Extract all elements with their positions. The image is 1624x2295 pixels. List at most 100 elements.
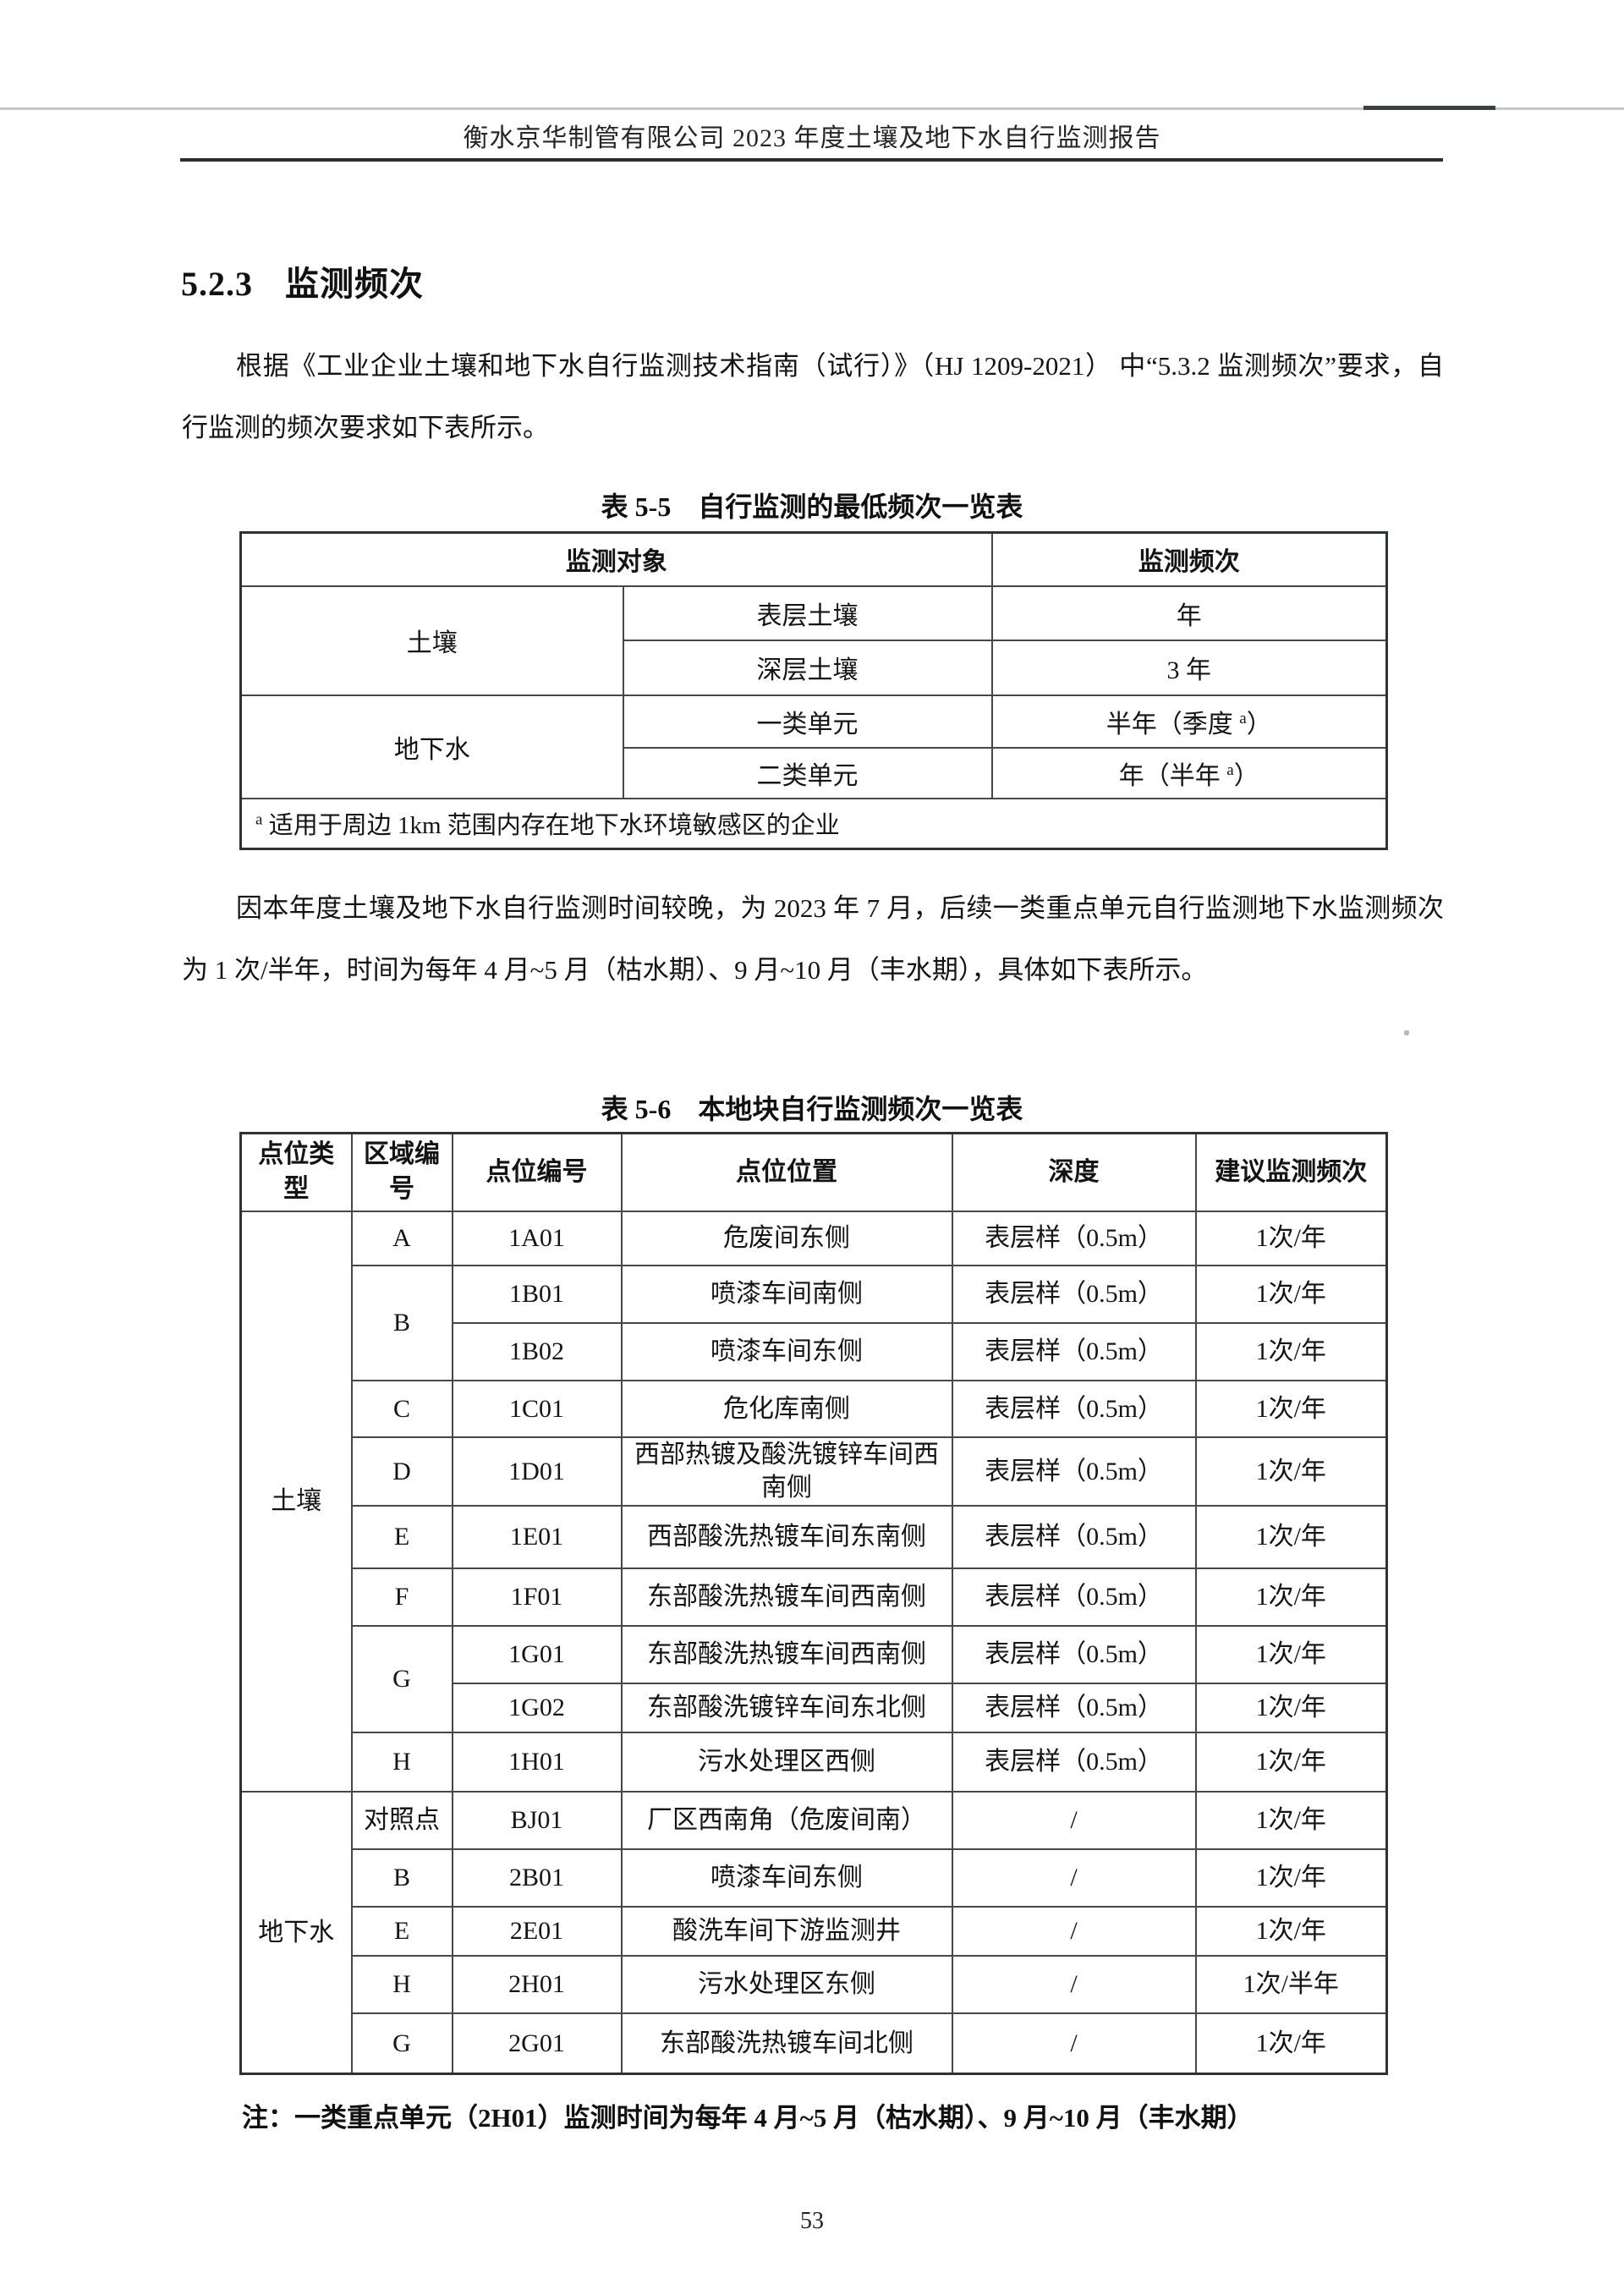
header-divider-right-segment <box>1363 106 1495 110</box>
cell-frequency: 1次/年 <box>1194 1731 1388 1793</box>
cell-zone: A <box>350 1210 453 1266</box>
section-heading: 5.2.3 监测频次 <box>181 256 424 305</box>
cell-zone: E <box>350 1504 453 1569</box>
cell-depth: / <box>951 2012 1197 2075</box>
cell-depth: 表层样（0.5m） <box>951 1379 1197 1438</box>
cell-depth: 表层样（0.5m） <box>951 1682 1197 1733</box>
table-row: B 2B01 喷漆车间东侧 / 1次/年 <box>241 1848 1388 1908</box>
cell-frequency: 1次/年 <box>1194 1321 1388 1381</box>
cell-frequency: 1次/年 <box>1194 1264 1388 1324</box>
cell-location: 东部酸洗镀锌车间东北侧 <box>620 1682 953 1733</box>
cell-zone: E <box>350 1905 453 1957</box>
col-header-depth: 深度 <box>951 1132 1197 1212</box>
page-number: 53 <box>800 2208 824 2234</box>
cell-zone: C <box>350 1379 453 1438</box>
cell-depth: / <box>951 1954 1197 2014</box>
cell-point-id: 1D01 <box>451 1436 623 1507</box>
table-row: H 2H01 污水处理区东侧 / 1次/半年 <box>241 1954 1388 2014</box>
cell-point-id: 2G01 <box>451 2012 623 2075</box>
scan-artifact <box>1404 1030 1409 1035</box>
table-row: C 1C01 危化库南侧 表层样（0.5m） 1次/年 <box>241 1379 1388 1438</box>
cell-frequency: 1次/年 <box>1194 1379 1388 1438</box>
footnote-marker: a <box>255 810 263 829</box>
cell-frequency: 1次/年 <box>1194 1905 1388 1957</box>
cell-unit: 一类单元 <box>622 694 993 749</box>
cell-location: 污水处理区东侧 <box>620 1954 953 2014</box>
cell-location: 危废间东侧 <box>620 1210 953 1266</box>
table-row: 二类单元 年（半年 a） <box>241 746 1388 799</box>
table-row: F 1F01 东部酸洗热镀车间西南侧 表层样（0.5m） 1次/年 <box>241 1567 1388 1627</box>
cell-point-id: 1G01 <box>451 1624 623 1684</box>
cell-frequency: 半年（季度 a） <box>990 694 1388 749</box>
table-row: 1B02 喷漆车间东侧 表层样（0.5m） 1次/年 <box>241 1321 1388 1381</box>
cell-location: 厂区西南角（危废间南） <box>620 1790 953 1850</box>
cell-frequency: 年 <box>990 585 1388 641</box>
cell-point-id: 1A01 <box>451 1210 623 1266</box>
table-header-row: 点位类型 区域编号 点位编号 点位位置 深度 建议监测频次 <box>239 1132 1388 1212</box>
cell-location: 危化库南侧 <box>620 1379 953 1438</box>
cell-frequency: 1次/年 <box>1194 1624 1388 1684</box>
col-header-monitor-frequency: 监测频次 <box>990 531 1388 587</box>
cell-point-id: BJ01 <box>451 1790 623 1850</box>
cell-zone: H <box>350 1954 453 2014</box>
cell-location: 东部酸洗热镀车间西南侧 <box>620 1567 953 1627</box>
cell-point-id: 1E01 <box>451 1504 623 1569</box>
cell-depth: 表层样（0.5m） <box>951 1504 1197 1569</box>
section-title: 监测频次 <box>285 265 424 303</box>
section-number: 5.2.3 <box>181 265 253 303</box>
cell-location: 西部热镀及酸洗镀锌车间西南侧 <box>620 1436 953 1507</box>
cell-location: 喷漆车间东侧 <box>620 1321 953 1381</box>
cell-point-id: 1G02 <box>451 1682 623 1733</box>
cell-frequency: 1次/年 <box>1194 1790 1388 1850</box>
cell-point-id: 1H01 <box>451 1731 623 1793</box>
cell-depth: 表层样（0.5m） <box>951 1731 1197 1793</box>
cell-location: 喷漆车间东侧 <box>620 1848 953 1908</box>
cell-depth: 表层样（0.5m） <box>951 1436 1197 1507</box>
cell-unit: 深层土壤 <box>622 639 993 696</box>
table-row: G 1G01 东部酸洗热镀车间西南侧 表层样（0.5m） 1次/年 <box>241 1624 1388 1733</box>
cell-point-id: 1C01 <box>451 1379 623 1438</box>
cell-location: 西部酸洗热镀车间东南侧 <box>620 1504 953 1569</box>
cell-type-groundwater: 地下水 <box>239 1790 353 2075</box>
cell-depth: / <box>951 1790 1197 1850</box>
cell-depth: 表层样（0.5m） <box>951 1264 1197 1324</box>
table-row: H 1H01 污水处理区西侧 表层样（0.5m） 1次/年 <box>241 1731 1388 1793</box>
table-row: E 1E01 西部酸洗热镀车间东南侧 表层样（0.5m） 1次/年 <box>241 1504 1388 1569</box>
cell-type-soil: 土壤 <box>239 1210 353 1793</box>
cell-zone: B <box>350 1264 453 1381</box>
table-row: E 2E01 酸洗车间下游监测井 / 1次/年 <box>241 1905 1388 1957</box>
table-row: D 1D01 西部热镀及酸洗镀锌车间西南侧 表层样（0.5m） 1次/年 <box>241 1436 1388 1507</box>
table-row: 1G02 东部酸洗镀锌车间东北侧 表层样（0.5m） 1次/年 <box>241 1682 1388 1733</box>
footnote-marker: a <box>1226 760 1234 779</box>
cell-zone: D <box>350 1436 453 1507</box>
cell-zone: F <box>350 1567 453 1627</box>
cell-location: 东部酸洗热镀车间北侧 <box>620 2012 953 2075</box>
cell-zone: G <box>350 1624 453 1733</box>
table-row: B 1B01 喷漆车间南侧 表层样（0.5m） 1次/年 <box>241 1264 1388 1381</box>
paragraph-intro: 根据《工业企业土壤和地下水自行监测技术指南（试行）》（HJ 1209-2021）… <box>182 351 1444 442</box>
col-header-point-type: 点位类型 <box>239 1132 353 1212</box>
table-footnote: a 适用于周边 1km 范围内存在地下水环境敏感区的企业 <box>239 797 1388 850</box>
cell-point-id: 1B02 <box>451 1321 623 1381</box>
cell-frequency: 1次/年 <box>1194 2012 1388 2075</box>
col-header-point-location: 点位位置 <box>620 1132 953 1212</box>
col-header-monitor-object: 监测对象 <box>239 531 993 587</box>
cell-depth: 表层样（0.5m） <box>951 1210 1197 1266</box>
table-header-row: 监测对象 监测频次 <box>239 531 1388 587</box>
cell-zone: 对照点 <box>350 1790 453 1850</box>
cell-frequency: 1次/年 <box>1194 1567 1388 1627</box>
cell-frequency: 1次/年 <box>1194 1210 1388 1266</box>
footnote-marker: a <box>1239 709 1247 727</box>
cell-location: 污水处理区西侧 <box>620 1731 953 1793</box>
cell-location: 酸洗车间下游监测井 <box>620 1905 953 1957</box>
header-divider-light <box>0 107 1624 110</box>
cell-depth: 表层样（0.5m） <box>951 1567 1197 1627</box>
table-note: 注：一类重点单元（2H01）监测时间为每年 4 月~5 月（枯水期）、9 月~1… <box>242 2103 1254 2133</box>
paragraph-schedule: 因本年度土壤及地下水自行监测时间较晚，为 2023 年 7 月，后续一类重点单元… <box>182 893 1444 985</box>
cell-location: 喷漆车间南侧 <box>620 1264 953 1324</box>
cell-point-id: 1B01 <box>451 1264 623 1324</box>
header-rule <box>180 158 1443 162</box>
table-row: 地下水 对照点 BJ01 厂区西南角（危废间南） / 1次/年 <box>239 1790 1388 2075</box>
cell-frequency: 1次/年 <box>1194 1504 1388 1569</box>
